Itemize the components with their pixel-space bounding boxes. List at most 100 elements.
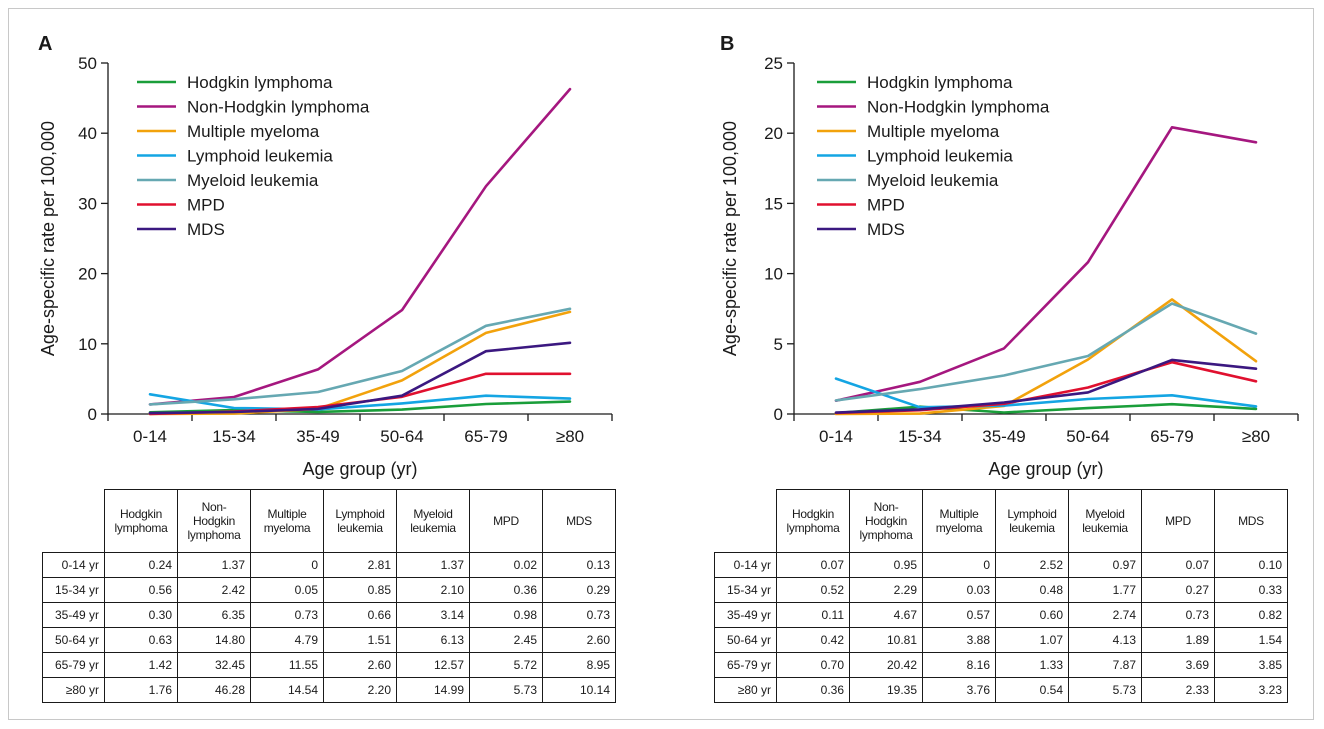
legend-label-mds: MDS [867,220,905,239]
table-cell: 3.88 [922,627,996,653]
table-cell: 1.33 [995,652,1069,678]
legend-label-myeloid-leukemia: Myeloid leukemia [867,171,999,190]
x-tick-label: 35-49 [296,427,339,446]
legend-label-non-hodgkin-lymphoma: Non-Hodgkin lymphoma [867,98,1050,117]
data-table-b: Hodgkin lymphoma Non-Hodgkin lymphoma Mult… [714,489,1288,703]
table-cell: 0.82 [1214,602,1288,628]
series-line-mds [834,358,1258,414]
x-tick-label: 15-34 [898,427,941,446]
series-line-lymphoid-leukemia [834,377,1258,409]
row-label: 50-64 yr [42,627,105,653]
table-cell: 6.35 [177,602,251,628]
table-cell: 0.52 [776,577,850,603]
table-body: 0-14 yr 0.24 1.37 0 2.81 1.37 0.02 0.13 15-34 yr… [42,552,616,703]
table-cell: 0.02 [469,552,543,578]
line-chart-b: B 0 5 10 15 20 25 0-14 15-34 35-49 50-64 65-79 ≥80 A… [720,33,1299,479]
column-header-mds: MDS [1214,489,1288,553]
table-cell: 11.55 [250,652,324,678]
x-tick-label: 0-14 [819,427,853,446]
table-cell: 2.29 [849,577,923,603]
row-label: 0-14 yr [42,552,105,578]
y-tick-label: 0 [774,405,783,424]
table-cell: 3.14 [396,602,470,628]
table-cell: 0.95 [849,552,923,578]
legend-label-myeloid-leukemia: Myeloid leukemia [187,171,319,190]
table-cell: 0.70 [776,652,850,678]
table-cell: 0.05 [250,577,324,603]
legend-label-mds: MDS [187,220,225,239]
table-cell: 2.45 [469,627,543,653]
series-line-myeloid-leukemia [834,302,1258,402]
table-header-row: Hodgkin lymphoma Non-Hodgkin lymphoma Mult… [42,489,616,553]
x-tick-label: 65-79 [464,427,507,446]
table-cell: 2.60 [323,652,397,678]
table-cell: 8.16 [922,652,996,678]
y-axis-title: Age-specific rate per 100,000 [38,121,58,356]
panel-label: B [720,33,734,55]
table-cell: 7.87 [1068,652,1142,678]
legend-label-non-hodgkin-lymphoma: Non-Hodgkin lymphoma [187,98,370,117]
column-header-non-hodgkin-lymphoma: Non-Hodgkin lymphoma [177,489,251,553]
table-cell: 1.77 [1068,577,1142,603]
y-tick-label: 15 [764,194,783,213]
table-cell: 0.48 [995,577,1069,603]
table-cell: 14.80 [177,627,251,653]
table-cell: 1.76 [104,677,178,703]
y-tick-label: 0 [88,405,97,424]
column-header-hodgkin-lymphoma: Hodgkin lymphoma [776,489,850,553]
column-header-multiple-myeloma: Multiple myeloma [922,489,996,553]
row-label: 15-34 yr [42,577,105,603]
table-corner-cell [714,489,777,553]
table-row: 50-64 yr 0.63 14.80 4.79 1.51 6.13 2.45 2.60 [42,627,616,653]
table-cell: 10.14 [542,677,616,703]
y-tick-label: 40 [78,124,97,143]
series-line-myeloid-leukemia [148,307,572,406]
table-row: 35-49 yr 0.11 4.67 0.57 0.60 2.74 0.73 0.82 [714,602,1288,628]
row-label: 50-64 yr [714,627,777,653]
row-label: 0-14 yr [714,552,777,578]
x-tick-label: 0-14 [133,427,167,446]
column-header-multiple-myeloma: Multiple myeloma [250,489,324,553]
table-cell: 4.79 [250,627,324,653]
table-cell: 8.95 [542,652,616,678]
table-cell: 1.37 [177,552,251,578]
legend-label-multiple-myeloma: Multiple myeloma [187,122,320,141]
table-cell: 1.89 [1141,627,1215,653]
row-label: 35-49 yr [714,602,777,628]
table-cell: 2.10 [396,577,470,603]
series-line-hodgkin-lymphoma [834,402,1258,415]
table-row: 0-14 yr 0.07 0.95 0 2.52 0.97 0.07 0.10 [714,552,1288,578]
table-cell: 0.56 [104,577,178,603]
y-tick-label: 25 [764,54,783,73]
table-cell: 0.98 [469,602,543,628]
x-axis-title: Age group (yr) [302,459,417,479]
table-cell: 0.73 [1141,602,1215,628]
x-tick-label: ≥80 [1242,427,1270,446]
row-label: ≥80 yr [714,677,777,703]
table-cell: 19.35 [849,677,923,703]
table-cell: 0 [922,552,996,578]
legend-label-hodgkin-lymphoma: Hodgkin lymphoma [867,73,1013,92]
column-header-hodgkin-lymphoma: Hodgkin lymphoma [104,489,178,553]
table-cell: 0.13 [542,552,616,578]
x-tick-label: 35-49 [982,427,1025,446]
legend-label-multiple-myeloma: Multiple myeloma [867,122,1000,141]
line-chart-a: A 0 10 20 30 40 50 0-14 15-34 35-49 50-64 65-79 ≥80… [38,33,613,479]
table-row: 15-34 yr 0.56 2.42 0.05 0.85 2.10 0.36 0.29 [42,577,616,603]
table-cell: 0.07 [776,552,850,578]
table-header-row: Hodgkin lymphoma Non-Hodgkin lymphoma Mult… [714,489,1288,553]
legend-label-lymphoid-leukemia: Lymphoid leukemia [867,147,1013,166]
column-header-lymphoid-leukemia: Lymphoid leukemia [995,489,1069,553]
table-cell: 2.52 [995,552,1069,578]
table-cell: 2.81 [323,552,397,578]
table-row: 35-49 yr 0.30 6.35 0.73 0.66 3.14 0.98 0.73 [42,602,616,628]
row-label: ≥80 yr [42,677,105,703]
series-line-multiple-myeloma [148,310,572,416]
table-cell: 1.51 [323,627,397,653]
table-row: ≥80 yr 1.76 46.28 14.54 2.20 14.99 5.73 10.14 [42,677,616,703]
table-cell: 2.74 [1068,602,1142,628]
table-cell: 10.81 [849,627,923,653]
x-tick-label: 50-64 [380,427,423,446]
table-cell: 2.60 [542,627,616,653]
table-cell: 0.36 [469,577,543,603]
